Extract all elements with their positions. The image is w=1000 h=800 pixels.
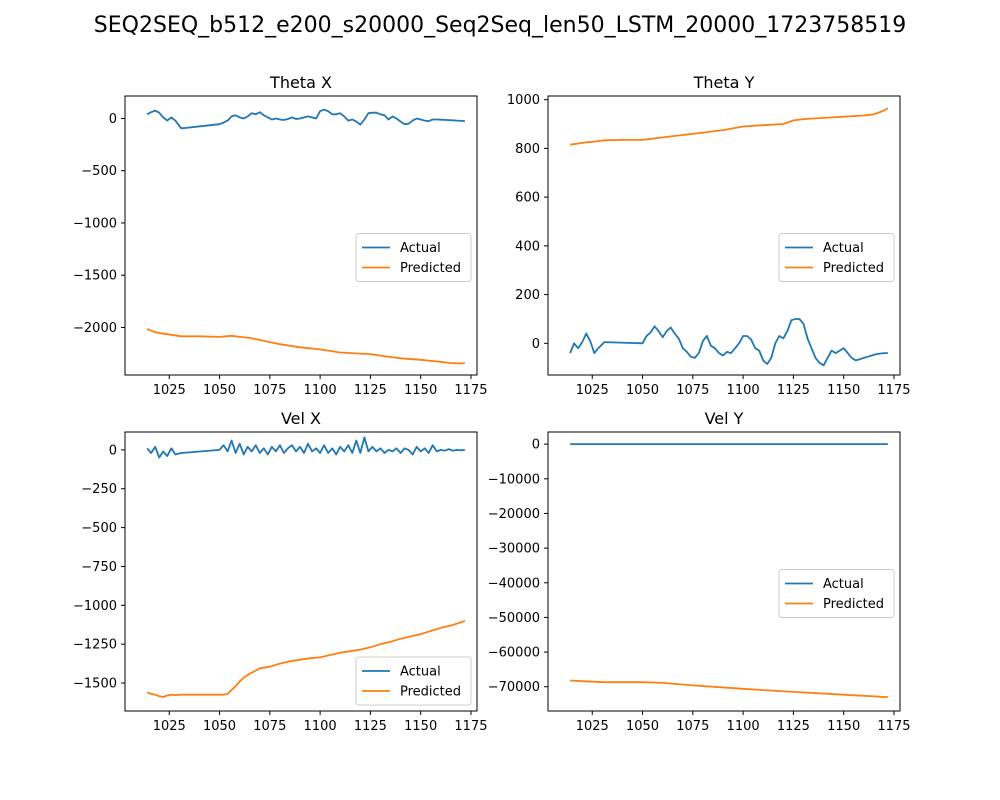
series-line-predicted	[570, 679, 888, 698]
y-tick-label: 200	[515, 288, 540, 303]
series-line-actual	[569, 318, 888, 367]
y-tick-label: −20000	[488, 507, 540, 522]
x-tick-label: 1100	[304, 719, 337, 734]
x-tick-label: 1150	[404, 383, 437, 398]
x-tick-label: 1075	[253, 719, 286, 734]
y-tick-label: 0	[109, 443, 117, 458]
y-tick-label: −1250	[73, 638, 117, 653]
legend-box	[778, 569, 895, 618]
series-line-predicted	[146, 328, 466, 365]
x-tick-label: 1150	[404, 719, 437, 734]
y-tick-label: −30000	[488, 542, 540, 557]
y-tick-label: −2000	[73, 321, 117, 336]
legend-label-predicted: Predicted	[400, 685, 461, 700]
y-tick-label: −50000	[488, 611, 540, 626]
y-tick-label: −70000	[488, 680, 540, 695]
x-tick-label: 1025	[576, 383, 609, 398]
legend-label-actual: Actual	[400, 241, 441, 256]
legend: Actual Predicted	[778, 569, 895, 618]
subplot-2: Theta Y 1025 1050 1075 1100 1125 1150 1175 0 200 4…	[507, 73, 911, 398]
x-tick-label: 1025	[576, 719, 609, 734]
y-tick-label: −1500	[73, 677, 117, 692]
subplot-3: Vel X 1025 1050 1075 1100 1125 1150 1175 0 −250 −5…	[73, 409, 487, 734]
axes-frame	[124, 95, 478, 376]
x-tick-label: 1050	[203, 383, 236, 398]
series-line-actual	[146, 108, 465, 130]
y-tick-label: −40000	[488, 576, 540, 591]
x-tick-label: 1025	[153, 383, 186, 398]
axes-frame	[547, 431, 901, 712]
x-tick-label: 1025	[153, 719, 186, 734]
subplot-1: Theta X 1025 1050 1075 1100 1125 1150 1175 0 −500…	[73, 73, 487, 398]
legend-label-actual: Actual	[823, 241, 864, 256]
legend-label-predicted: Predicted	[823, 597, 884, 612]
y-tick-label: 400	[515, 239, 540, 254]
y-tick-label: 0	[109, 112, 117, 127]
x-tick-label: 1050	[626, 383, 659, 398]
y-tick-label: 0	[532, 337, 540, 352]
x-tick-label: 1175	[877, 383, 910, 398]
y-tick-label: −1000	[73, 216, 117, 231]
figure-title: SEQ2SEQ_b512_e200_s20000_Seq2Seq_len50_L…	[94, 13, 906, 38]
y-tick-label: −1000	[73, 599, 117, 614]
x-tick-label: 1100	[304, 383, 337, 398]
legend: Actual Predicted	[778, 233, 895, 282]
x-tick-label: 1050	[626, 719, 659, 734]
subplot-4: Vel Y 1025 1050 1075 1100 1125 1150 1175 0 −10000…	[488, 409, 911, 734]
x-tick-label: 1150	[827, 719, 860, 734]
series-line-predicted	[569, 107, 889, 146]
x-tick-label: 1125	[354, 719, 387, 734]
x-tick-label: 1125	[777, 383, 810, 398]
x-tick-label: 1075	[676, 719, 709, 734]
y-tick-label: −60000	[488, 646, 540, 661]
y-tick-label: −500	[81, 164, 117, 179]
legend-box	[778, 233, 895, 282]
y-tick-label: 800	[515, 142, 540, 157]
subplot-title: Theta Y	[693, 73, 755, 92]
subplot-title: Vel X	[281, 409, 321, 428]
x-tick-label: 1150	[827, 383, 860, 398]
x-tick-label: 1100	[727, 383, 760, 398]
x-tick-label: 1175	[454, 719, 487, 734]
y-tick-label: −1500	[73, 269, 117, 284]
x-tick-label: 1175	[454, 383, 487, 398]
y-tick-label: −750	[81, 560, 117, 575]
x-tick-label: 1100	[727, 719, 760, 734]
subplot-title: Theta X	[269, 73, 332, 92]
y-tick-label: 600	[515, 191, 540, 206]
subplot-title: Vel Y	[705, 409, 744, 428]
legend: Actual Predicted	[355, 656, 472, 706]
x-tick-label: 1125	[354, 383, 387, 398]
y-tick-label: 0	[532, 438, 540, 453]
series-line-actual	[146, 436, 465, 459]
axes-frame	[547, 95, 901, 376]
x-tick-label: 1175	[877, 719, 910, 734]
x-tick-label: 1075	[253, 383, 286, 398]
y-tick-label: −10000	[488, 472, 540, 487]
legend-label-actual: Actual	[823, 577, 864, 592]
legend-box	[355, 233, 472, 282]
y-tick-label: −500	[81, 521, 117, 536]
y-tick-label: 1000	[507, 93, 540, 108]
legend-label-predicted: Predicted	[823, 261, 884, 276]
x-tick-label: 1050	[203, 719, 236, 734]
legend-box	[355, 656, 472, 706]
legend: Actual Predicted	[355, 233, 472, 282]
x-tick-label: 1075	[676, 383, 709, 398]
x-tick-label: 1125	[777, 719, 810, 734]
legend-label-actual: Actual	[400, 665, 441, 680]
y-tick-label: −250	[81, 482, 117, 497]
legend-label-predicted: Predicted	[400, 261, 461, 276]
axes-frame	[124, 431, 478, 712]
series-line-predicted	[146, 619, 466, 698]
